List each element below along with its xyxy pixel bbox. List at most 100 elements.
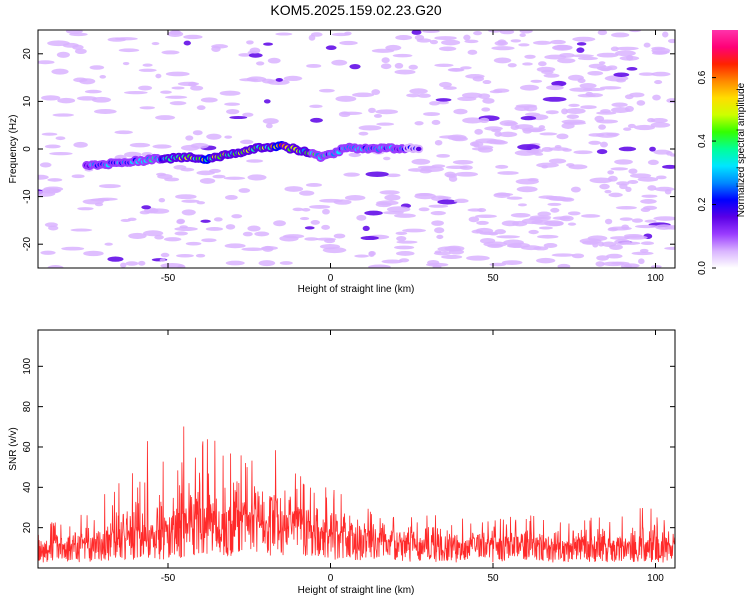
heatmap-noise-cell [479, 117, 490, 123]
heatmap-noise-cell [349, 64, 361, 70]
snr-y-tick-label: 100 [22, 358, 33, 375]
heatmap-noise-cell [506, 196, 523, 200]
heatmap-noise-cell [654, 186, 675, 192]
heatmap-noise-cell [43, 186, 64, 192]
spectrogram-y-tick-label: 20 [22, 48, 33, 60]
heatmap-noise-cell [468, 216, 480, 223]
heatmap-noise-cell [576, 42, 587, 46]
heatmap-noise-cell [441, 39, 461, 46]
heatmap-noise-cell [331, 59, 348, 66]
heatmap-noise-cell [464, 39, 479, 44]
heatmap-noise-cell [279, 261, 293, 265]
heatmap-noise-cell [454, 171, 479, 177]
heatmap-noise-cell [615, 50, 636, 57]
snr-x-label: Height of straight line (km) [298, 585, 415, 596]
heatmap-noise-cell [506, 243, 522, 248]
heatmap-noise-cell [611, 102, 628, 108]
heatmap-noise-cell [494, 192, 514, 197]
heatmap-noise-cell [49, 152, 73, 156]
heatmap-noise-cell [522, 128, 533, 134]
heatmap-noise-cell [546, 85, 564, 91]
heatmap-noise-cell [436, 153, 450, 158]
snr-y-tick-label: 80 [22, 401, 33, 413]
heatmap-noise-cell [176, 219, 185, 225]
heatmap-noise-cell [644, 219, 657, 223]
spectrogram-y-tick-label: 0 [22, 146, 33, 152]
heatmap-noise-cell [595, 261, 605, 267]
spectrogram-x-tick-label: 100 [647, 273, 664, 284]
heatmap-noise-cell [171, 86, 185, 90]
heatmap-noise-cell [548, 158, 567, 164]
heatmap-noise-cell [619, 183, 628, 190]
heatmap-noise-cell [438, 46, 457, 52]
heatmap-noise-cell [292, 207, 304, 212]
heatmap-noise-cell [510, 39, 522, 43]
heatmap-noise-cell [142, 63, 153, 67]
heatmap-noise-cell [542, 96, 567, 102]
heatmap-noise-cell [596, 52, 619, 58]
heatmap-noise-cell [40, 250, 56, 255]
heatmap-noise-cell [240, 139, 254, 145]
heatmap-noise-cell [249, 47, 261, 54]
heatmap-noise-cell [557, 263, 571, 268]
heatmap-noise-cell [373, 113, 383, 118]
heatmap-noise-cell [304, 226, 315, 230]
heatmap-noise-cell [636, 100, 646, 106]
heatmap-noise-cell [653, 149, 671, 155]
colorbar-tick-label: 0.2 [697, 197, 708, 211]
heatmap-noise-cell [475, 227, 494, 234]
heatmap-noise-cell [219, 90, 241, 96]
heatmap-noise-cell [544, 54, 567, 60]
heatmap-noise-cell [517, 203, 527, 207]
heatmap-noise-cell [246, 159, 264, 163]
heatmap-noise-cell [488, 232, 499, 236]
chart-title: KOM5.2025.159.02.23.G20 [270, 2, 441, 18]
heatmap-noise-cell [579, 83, 597, 89]
heatmap-noise-cell [650, 118, 668, 123]
snr-frame [37, 329, 676, 569]
heatmap-noise-cell [224, 243, 246, 249]
heatmap-noise-cell [489, 262, 507, 267]
heatmap-noise-cell [83, 250, 104, 257]
heatmap-noise-cell [653, 216, 675, 221]
heatmap-noise-cell [124, 151, 142, 158]
heatmap-noise-cell [104, 242, 113, 246]
heatmap-noise-cell [620, 263, 632, 268]
heatmap-noise-cell [283, 75, 303, 82]
heatmap-noise-cell [368, 264, 391, 268]
heatmap-noise-cell [223, 176, 246, 180]
heatmap-noise-cell [310, 117, 323, 123]
heatmap-noise-cell [160, 90, 172, 94]
heatmap-noise-cell [309, 104, 323, 109]
heatmap-noise-cell [325, 45, 337, 50]
heatmap-noise-cell [190, 142, 209, 149]
heatmap-noise-cell [246, 40, 254, 45]
heatmap-noise-cell [196, 201, 206, 205]
heatmap-noise-cell [573, 150, 593, 155]
heatmap-noise-cell [196, 170, 216, 176]
heatmap-noise-cell [527, 178, 539, 182]
heatmap-noise-cell [519, 84, 540, 91]
heatmap-noise-cell [196, 105, 206, 111]
heatmap-noise-cell [224, 135, 233, 139]
heatmap-noise-cell [619, 217, 633, 221]
heatmap-noise-cell [448, 68, 464, 72]
heatmap-noise-cell [654, 80, 663, 85]
heatmap-noise-cell [379, 190, 400, 195]
heatmap-noise-cell [127, 217, 137, 221]
heatmap-noise-cell [394, 69, 416, 75]
heatmap-noise-cell [419, 168, 433, 174]
heatmap-noise-cell [497, 171, 519, 175]
heatmap-ridge-cell [415, 146, 422, 152]
snr-x-tick-label: -50 [161, 573, 176, 584]
heatmap-noise-cell [444, 171, 456, 178]
heatmap-noise-cell [375, 109, 399, 115]
heatmap-noise-cell [141, 205, 152, 210]
colorbar-tick-label: 0.0 [697, 261, 708, 275]
spectrogram-y-label: Frequency (Hz) [8, 115, 19, 184]
heatmap-noise-cell [352, 92, 375, 98]
heatmap-noise-cell [452, 159, 474, 165]
heatmap-noise-cell [451, 136, 468, 142]
heatmap-noise-cell [625, 186, 632, 192]
